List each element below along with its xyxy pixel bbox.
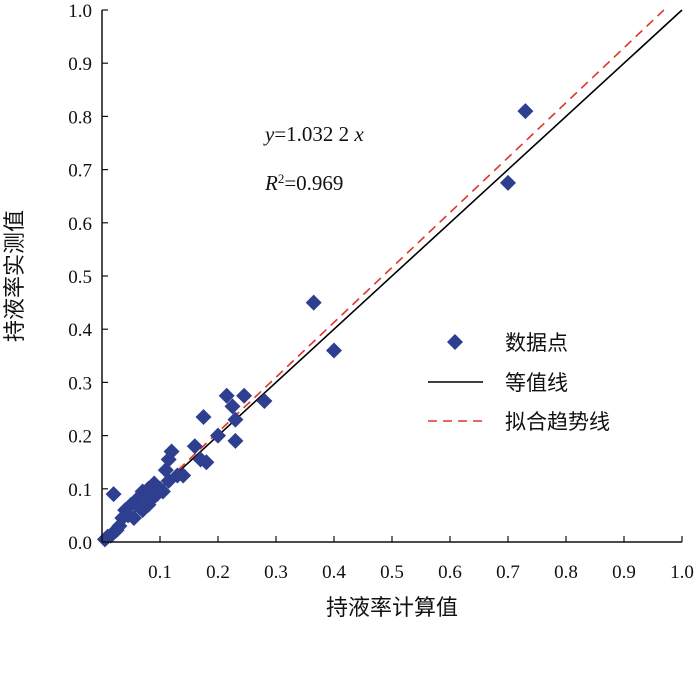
x-tick-label: 0.4 (322, 562, 346, 583)
x-tick-label: 0.5 (380, 562, 404, 583)
y-tick-label: 0.5 (68, 267, 92, 288)
x-tick-label: 0.2 (206, 562, 230, 583)
data-point-diamond (227, 411, 244, 428)
equality-line (101, 9, 683, 543)
y-tick-label: 0.4 (68, 320, 92, 341)
axes (101, 10, 682, 543)
x-tick-label: 0.6 (438, 562, 462, 583)
x-tick-label: 0.3 (264, 562, 288, 583)
y-tick-label: 0.0 (68, 533, 92, 554)
y-tick-label: 0.8 (68, 107, 92, 128)
y-tick-label: 0.7 (68, 161, 92, 182)
data-point-diamond (256, 393, 273, 410)
legend-label-trend-line: 拟合趋势线 (505, 410, 610, 434)
data-point-diamond (195, 408, 212, 425)
data-point-diamond (186, 438, 203, 455)
x-tick-label: 0.9 (612, 562, 636, 583)
legend: 数据点 等值线 拟合趋势线 (428, 331, 610, 434)
data-point-diamond (105, 486, 122, 503)
legend-diamond-marker (447, 334, 463, 350)
data-point-diamond (175, 467, 192, 484)
y-axis-title: 持液率实测值 (3, 210, 28, 342)
y-tick-label: 0.1 (68, 480, 92, 501)
data-point-diamond (326, 342, 342, 359)
trend-line (101, 9, 665, 543)
data-point-diamond (500, 174, 516, 191)
tick-layer: 0.0 0.1 0.2 0.3 0.4 0.5 0.6 0.7 0.8 0.9 1.0 0.1 0.2 0… (68, 1, 694, 583)
r-squared-symbol: R (264, 171, 278, 195)
equation-x-symbol: x (353, 122, 364, 146)
y-tick-label: 0.2 (68, 427, 92, 448)
series-line-layer (101, 9, 683, 543)
x-tick-label: 1.0 (670, 562, 694, 583)
x-tick-label: 0.7 (496, 562, 520, 583)
data-point-diamond (224, 398, 241, 415)
r-squared-value: =0.969 (284, 171, 343, 195)
legend-label-data-points: 数据点 (505, 331, 568, 355)
equation-coefficient: =1.032 2 (274, 122, 354, 146)
legend-item-equality-line: 等值线 (428, 371, 568, 395)
data-point-diamond (517, 103, 534, 120)
equation-annotation: y=1.032 2 x (263, 122, 364, 146)
r-squared-exponent: 2 (278, 171, 285, 186)
data-point-diamond (160, 451, 177, 468)
legend-label-equality-line: 等值线 (505, 371, 568, 395)
x-tick-label: 0.1 (148, 562, 172, 583)
y-tick-label: 0.3 (68, 373, 92, 394)
data-point-diamond (236, 387, 253, 404)
y-tick-label: 0.6 (68, 214, 92, 235)
x-axis-title: 持液率计算值 (326, 596, 458, 621)
y-tick-label: 1.0 (68, 1, 92, 22)
data-point-diamond (198, 454, 215, 471)
data-points-layer (96, 103, 534, 548)
legend-item-trend-line: 拟合趋势线 (428, 410, 610, 434)
data-point-diamond (305, 294, 322, 311)
data-point-diamond (125, 510, 142, 527)
r-squared-annotation: R2=0.969 (264, 171, 343, 196)
data-point-diamond (154, 483, 171, 500)
x-tick-label: 0.8 (554, 562, 578, 583)
equation-y-symbol: y (263, 122, 275, 146)
data-point-diamond (218, 387, 235, 404)
y-tick-label: 0.9 (68, 54, 92, 75)
data-point-diamond (227, 432, 244, 449)
legend-item-data-points: 数据点 (447, 331, 568, 355)
data-point-diamond (210, 427, 226, 444)
